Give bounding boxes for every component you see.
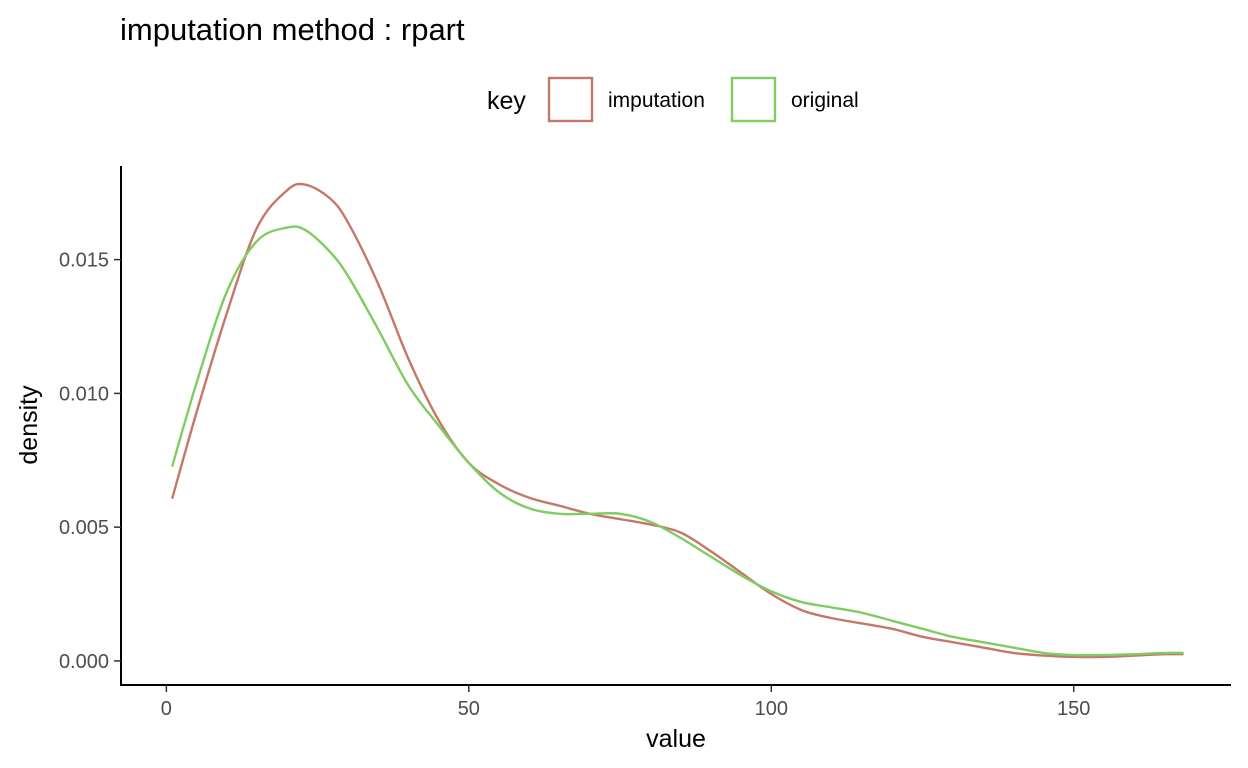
legend: key imputation original (487, 76, 859, 123)
plot-area (171, 182, 1184, 659)
x-tick-label: 0 (161, 698, 172, 720)
chart-title: imputation method : rpart (120, 12, 465, 47)
legend-label-imputation: imputation (608, 89, 705, 112)
y-tick-label: 0.010 (59, 383, 109, 405)
series-line-imputation (171, 182, 1184, 659)
x-axis-label: value (646, 725, 706, 753)
x-tick-label: 100 (755, 698, 788, 720)
y-tick-label: 0.000 (59, 651, 109, 673)
y-tick-label: 0.005 (59, 517, 109, 539)
y-tick-label: 0.015 (59, 250, 109, 272)
x-axis-ticks: 0 50 100 150 (161, 685, 1090, 720)
legend-title: key (487, 87, 526, 115)
series-line-original (171, 225, 1184, 657)
legend-key-imputation (547, 76, 594, 123)
y-axis-label: density (15, 385, 43, 465)
legend-label-original: original (791, 89, 859, 112)
legend-key-original (730, 76, 777, 123)
x-tick-label: 150 (1057, 698, 1090, 720)
y-axis-ticks: 0.000 0.005 0.010 0.015 (59, 250, 121, 673)
x-tick-label: 50 (458, 698, 480, 720)
